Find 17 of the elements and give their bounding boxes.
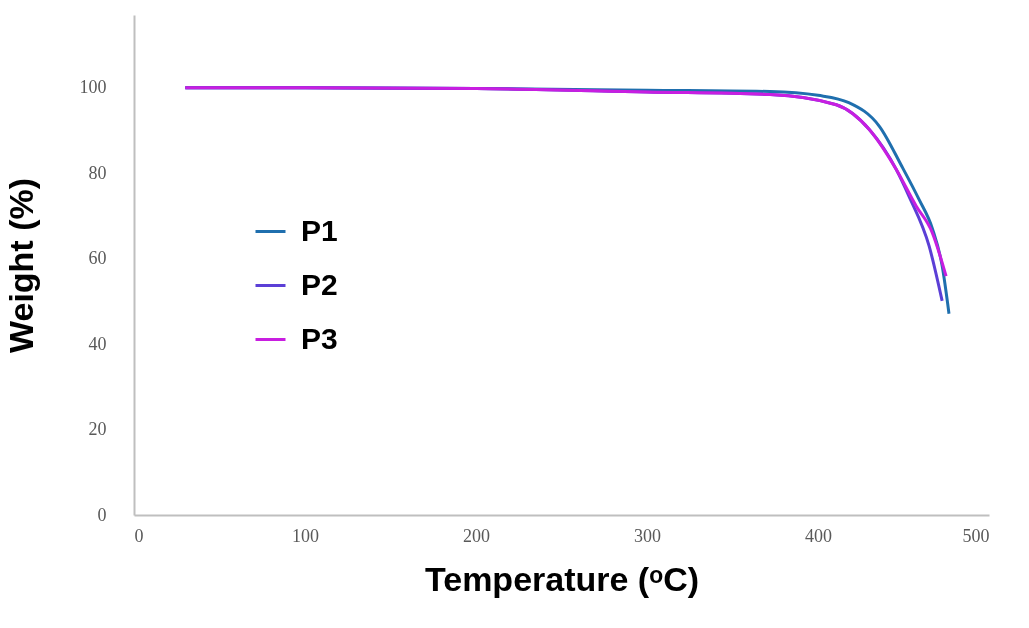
legend-label: P2 — [301, 267, 338, 301]
x-axis-title: Temperature (ᵒC) — [424, 559, 700, 598]
x-tick-label: 100 — [292, 525, 319, 546]
y-tick-label: 80 — [88, 162, 107, 183]
x-tick-label: 400 — [805, 525, 832, 546]
y-tick-label: 40 — [88, 333, 107, 354]
y-tick-label: 0 — [97, 504, 107, 525]
y-tick-label: 60 — [88, 248, 107, 269]
y-tick-label: 20 — [88, 419, 107, 440]
x-tick-label: 0 — [134, 525, 144, 546]
x-tick-label: 200 — [463, 525, 490, 546]
y-axis-title: Weight (%) — [1, 177, 40, 354]
y-tick-label: 100 — [79, 77, 107, 98]
x-tick-label: 500 — [962, 525, 990, 546]
legend-label: P3 — [301, 321, 338, 355]
legend-label: P1 — [301, 213, 338, 247]
x-tick-label: 300 — [634, 525, 661, 546]
